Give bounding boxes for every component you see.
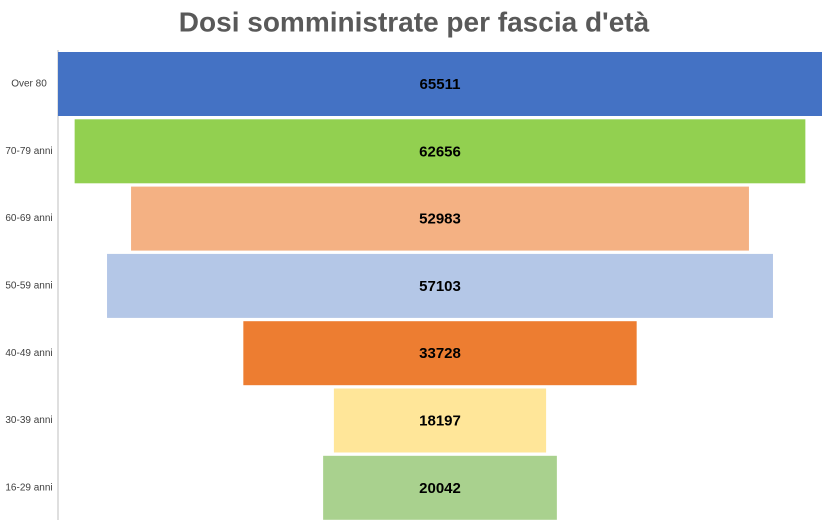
category-label: Over 80 (11, 79, 47, 90)
data-label: 33728 (419, 345, 461, 362)
funnel-bar (243, 321, 637, 386)
data-label: 52983 (419, 211, 461, 228)
data-label: 65511 (420, 76, 461, 93)
funnel-bar (58, 52, 822, 116)
data-label: 20042 (419, 480, 461, 497)
category-label: 16-29 anni (5, 482, 52, 493)
category-label: 30-39 anni (5, 415, 52, 426)
chart-title: Dosi somministrate per fascia d'età (179, 6, 650, 37)
category-label: 50-59 anni (5, 281, 52, 292)
funnel-bar (107, 253, 773, 318)
data-label: 57103 (419, 278, 461, 295)
category-label: 40-49 anni (5, 348, 52, 359)
funnel-bar (74, 119, 806, 184)
data-label: 18197 (419, 412, 461, 429)
data-label: 62656 (419, 143, 461, 160)
funnel-bar (131, 186, 749, 251)
funnel-bar (333, 388, 547, 453)
funnel-bar (323, 455, 557, 520)
category-label: 60-69 anni (5, 213, 52, 224)
category-label: 70-79 anni (5, 146, 52, 157)
